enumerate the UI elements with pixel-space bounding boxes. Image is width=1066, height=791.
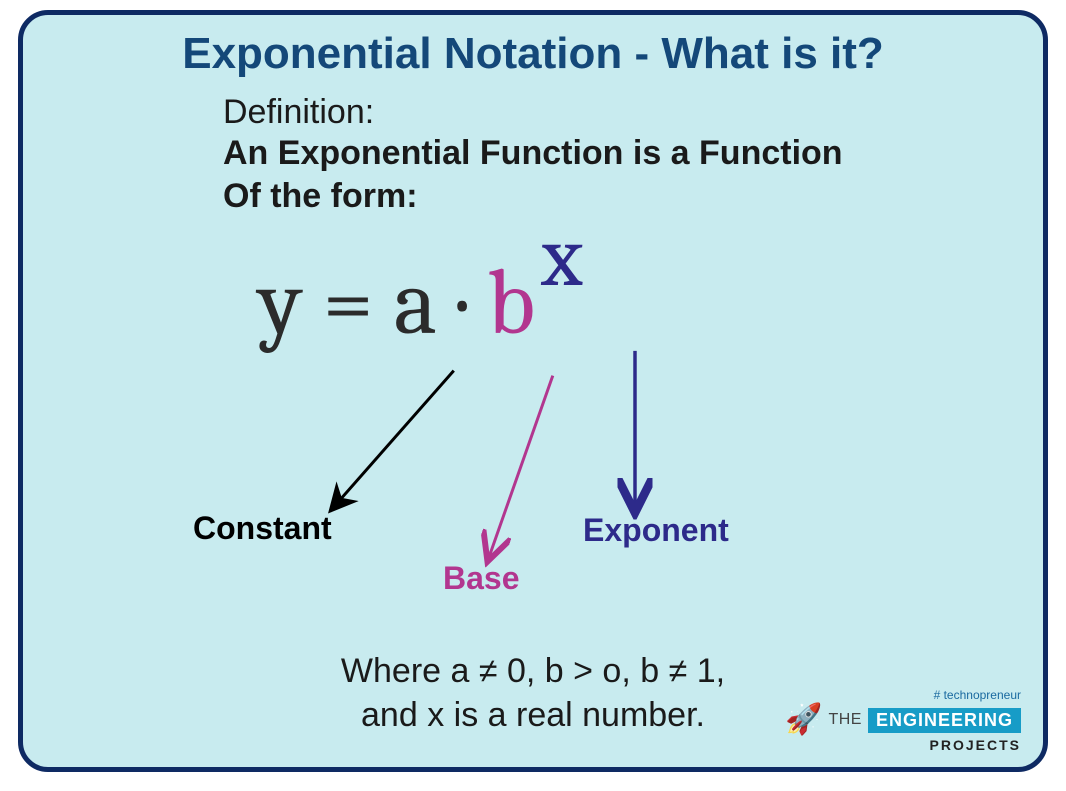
label-base: Base xyxy=(443,560,520,597)
branding-projects: PROJECTS xyxy=(785,737,1021,753)
branding: # technopreneur 🚀 THE ENGINEERING PROJEC… xyxy=(785,688,1021,753)
page-title: Exponential Notation - What is it? xyxy=(23,29,1043,79)
label-exponent: Exponent xyxy=(583,512,729,549)
branding-tagline: # technopreneur xyxy=(785,688,1021,702)
definition-label: Definition: xyxy=(223,93,1043,132)
branding-engineering: ENGINEERING xyxy=(868,708,1021,733)
info-card: Exponential Notation - What is it? Defin… xyxy=(18,10,1048,772)
formula-lhs: y = a · xyxy=(258,250,487,356)
branding-row: 🚀 THE ENGINEERING xyxy=(785,705,1021,735)
formula-area: y = a · bx Constant Base Exponent xyxy=(23,250,1043,620)
formula-base: b xyxy=(487,250,535,356)
formula-exponent: x xyxy=(541,208,583,307)
formula: y = a · bx xyxy=(258,250,583,356)
arrow-base xyxy=(488,376,552,559)
definition-line-2: Of the form: xyxy=(223,175,1043,218)
label-constant: Constant xyxy=(193,510,332,547)
branding-the: THE xyxy=(828,711,862,729)
definition-block: Definition: An Exponential Function is a… xyxy=(223,93,1043,217)
arrow-constant xyxy=(330,371,454,512)
rocket-icon: 🚀 xyxy=(785,705,822,735)
conditions-line-1: Where a ≠ 0, b > o, b ≠ 1, xyxy=(23,649,1043,693)
definition-line-1: An Exponential Function is a Function xyxy=(223,132,1043,175)
